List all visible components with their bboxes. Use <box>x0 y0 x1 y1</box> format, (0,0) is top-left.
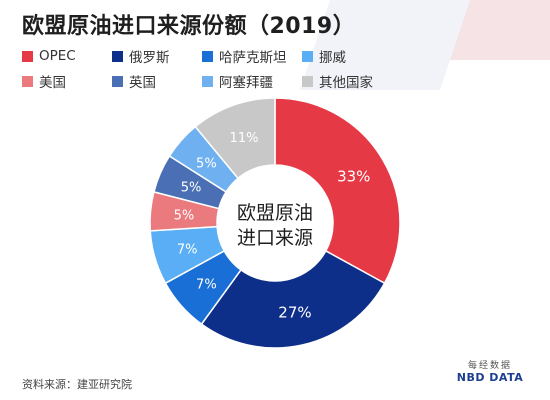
legend-swatch <box>22 50 33 62</box>
nbd-logo: 每经数据 NBD DATA <box>452 358 528 384</box>
donut-chart: 欧盟原油 进口来源 33% 27% 7% 7% 5% 5% 5% 11% <box>149 98 401 348</box>
legend-label: 挪威 <box>319 50 346 66</box>
legend-item: OPEC <box>22 46 112 66</box>
legend-item: 哈萨克斯坦 <box>202 46 302 66</box>
legend-item: 俄罗斯 <box>112 46 202 66</box>
legend-swatch <box>302 75 313 87</box>
legend-swatch <box>112 75 123 87</box>
legend-label: 英国 <box>129 75 156 91</box>
slice-label: 11% <box>230 131 259 146</box>
slice-label: 27% <box>278 303 311 321</box>
legend-label: 哈萨克斯坦 <box>219 50 287 66</box>
chart-title: 欧盟原油进口来源份额（2019） <box>22 14 356 39</box>
legend-swatch <box>112 50 123 62</box>
legend-swatch <box>202 75 213 87</box>
legend-label: OPEC <box>39 48 76 64</box>
logo-text-en: NBD DATA <box>456 371 524 384</box>
legend-item: 挪威 <box>302 46 392 66</box>
slice-label: 5% <box>196 156 217 171</box>
legend-item: 美国 <box>22 71 112 91</box>
donut-hole <box>217 165 333 281</box>
slice-label: 7% <box>196 278 217 293</box>
legend-item: 英国 <box>112 71 202 91</box>
center-label-line-2: 进口来源 <box>237 227 313 249</box>
slice-label: 33% <box>337 167 370 185</box>
legend-item: 阿塞拜疆 <box>202 71 302 91</box>
slice-label: 5% <box>181 181 202 196</box>
legend-swatch <box>202 50 213 62</box>
legend-swatch <box>302 50 313 62</box>
legend-label: 阿塞拜疆 <box>219 75 273 91</box>
logo-text-cn: 每经数据 <box>467 361 512 371</box>
center-label-line-1: 欧盟原油 <box>237 202 313 224</box>
legend-swatch <box>22 75 33 87</box>
legend-label: 美国 <box>39 75 66 91</box>
slice-label: 7% <box>177 243 198 258</box>
source-note: 资料来源：建亚研究院 <box>22 378 132 391</box>
legend-label: 其他国家 <box>319 75 373 91</box>
legend-label: 俄罗斯 <box>129 50 170 66</box>
slice-label: 5% <box>174 208 195 223</box>
legend: OPEC 俄罗斯 哈萨克斯坦 挪威美国 英国 阿塞拜疆 其他国家 <box>22 46 392 91</box>
legend-item: 其他国家 <box>302 71 392 91</box>
